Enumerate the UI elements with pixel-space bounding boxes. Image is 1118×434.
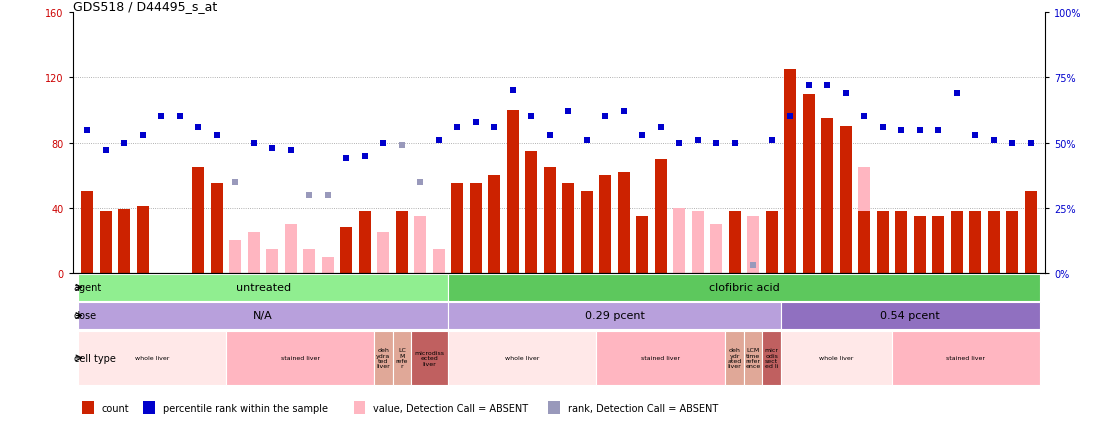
Text: microdiss
ected
liver: microdiss ected liver xyxy=(415,350,445,366)
Text: N/A: N/A xyxy=(254,311,273,321)
Bar xyxy=(932,217,944,273)
Bar xyxy=(859,211,870,273)
Bar xyxy=(896,211,907,273)
Bar xyxy=(525,151,538,273)
Bar xyxy=(489,176,500,273)
Bar xyxy=(821,119,833,273)
Bar xyxy=(396,211,408,273)
Bar xyxy=(359,211,371,273)
Bar xyxy=(548,401,560,414)
Bar xyxy=(353,401,366,414)
Bar xyxy=(248,233,259,273)
Bar xyxy=(780,302,1040,329)
Bar xyxy=(766,211,778,273)
Bar xyxy=(543,168,556,273)
Bar xyxy=(78,302,448,329)
Bar xyxy=(892,331,1040,385)
Bar xyxy=(411,331,448,385)
Text: 0.54 pcent: 0.54 pcent xyxy=(881,311,940,321)
Bar xyxy=(655,160,666,273)
Bar xyxy=(859,168,870,273)
Bar xyxy=(303,249,315,273)
Bar xyxy=(743,331,762,385)
Bar xyxy=(100,211,112,273)
Bar xyxy=(1024,192,1036,273)
Bar xyxy=(78,274,448,301)
Bar xyxy=(119,210,131,273)
Bar xyxy=(266,249,278,273)
Bar xyxy=(729,211,741,273)
Text: deh
ydr
ated
liver: deh ydr ated liver xyxy=(728,348,742,368)
Bar xyxy=(1006,211,1018,273)
Text: GDS518 / D44495_s_at: GDS518 / D44495_s_at xyxy=(73,0,217,13)
Text: value, Detection Call = ABSENT: value, Detection Call = ABSENT xyxy=(373,403,529,413)
Text: deh
ydra
ted
liver: deh ydra ted liver xyxy=(376,348,390,368)
Bar xyxy=(375,331,392,385)
Bar xyxy=(969,211,982,273)
Bar xyxy=(78,331,226,385)
Text: clofibric acid: clofibric acid xyxy=(709,283,779,293)
Bar xyxy=(143,401,155,414)
Bar xyxy=(285,225,297,273)
Text: whole liver: whole liver xyxy=(505,355,539,361)
Text: stained liver: stained liver xyxy=(642,355,680,361)
Bar xyxy=(950,211,963,273)
Bar xyxy=(580,192,593,273)
Text: rank, Detection Call = ABSENT: rank, Detection Call = ABSENT xyxy=(568,403,718,413)
Text: whole liver: whole liver xyxy=(819,355,853,361)
Bar xyxy=(448,302,780,329)
Bar xyxy=(136,207,149,273)
Bar xyxy=(82,192,94,273)
Text: count: count xyxy=(102,403,130,413)
Bar xyxy=(392,331,411,385)
Bar xyxy=(784,70,796,273)
Bar xyxy=(340,228,352,273)
Bar xyxy=(803,95,815,273)
Bar xyxy=(673,208,685,273)
Bar xyxy=(840,127,852,273)
Bar xyxy=(192,168,205,273)
Bar xyxy=(415,217,426,273)
Bar xyxy=(747,217,759,273)
Text: stained liver: stained liver xyxy=(281,355,320,361)
Bar xyxy=(726,331,743,385)
Bar xyxy=(506,111,519,273)
Bar xyxy=(877,211,889,273)
Bar xyxy=(762,331,780,385)
Text: agent: agent xyxy=(74,283,102,293)
Bar xyxy=(596,331,726,385)
Text: LC
M
refe
r: LC M refe r xyxy=(396,348,408,368)
Bar xyxy=(987,211,999,273)
Bar xyxy=(618,172,629,273)
Text: untreated: untreated xyxy=(236,283,291,293)
Text: 0.29 pcent: 0.29 pcent xyxy=(585,311,644,321)
Bar xyxy=(710,225,722,273)
Text: stained liver: stained liver xyxy=(946,355,985,361)
Text: micr
odis
sect
ed li: micr odis sect ed li xyxy=(765,348,778,368)
Text: LCM
time
refer
ence: LCM time refer ence xyxy=(746,348,760,368)
Bar xyxy=(83,401,94,414)
Text: percentile rank within the sample: percentile rank within the sample xyxy=(162,403,328,413)
Bar xyxy=(692,211,703,273)
Bar xyxy=(448,274,1040,301)
Bar xyxy=(599,176,612,273)
Bar xyxy=(211,184,222,273)
Bar xyxy=(229,241,241,273)
Bar xyxy=(636,217,648,273)
Bar xyxy=(448,331,596,385)
Bar xyxy=(470,184,482,273)
Bar xyxy=(377,233,389,273)
Bar xyxy=(913,217,926,273)
Text: whole liver: whole liver xyxy=(135,355,169,361)
Text: cell type: cell type xyxy=(74,353,115,363)
Bar xyxy=(780,331,892,385)
Bar xyxy=(452,184,463,273)
Bar xyxy=(562,184,575,273)
Bar xyxy=(322,257,334,273)
Text: dose: dose xyxy=(74,311,97,321)
Bar xyxy=(226,331,375,385)
Bar xyxy=(433,249,445,273)
